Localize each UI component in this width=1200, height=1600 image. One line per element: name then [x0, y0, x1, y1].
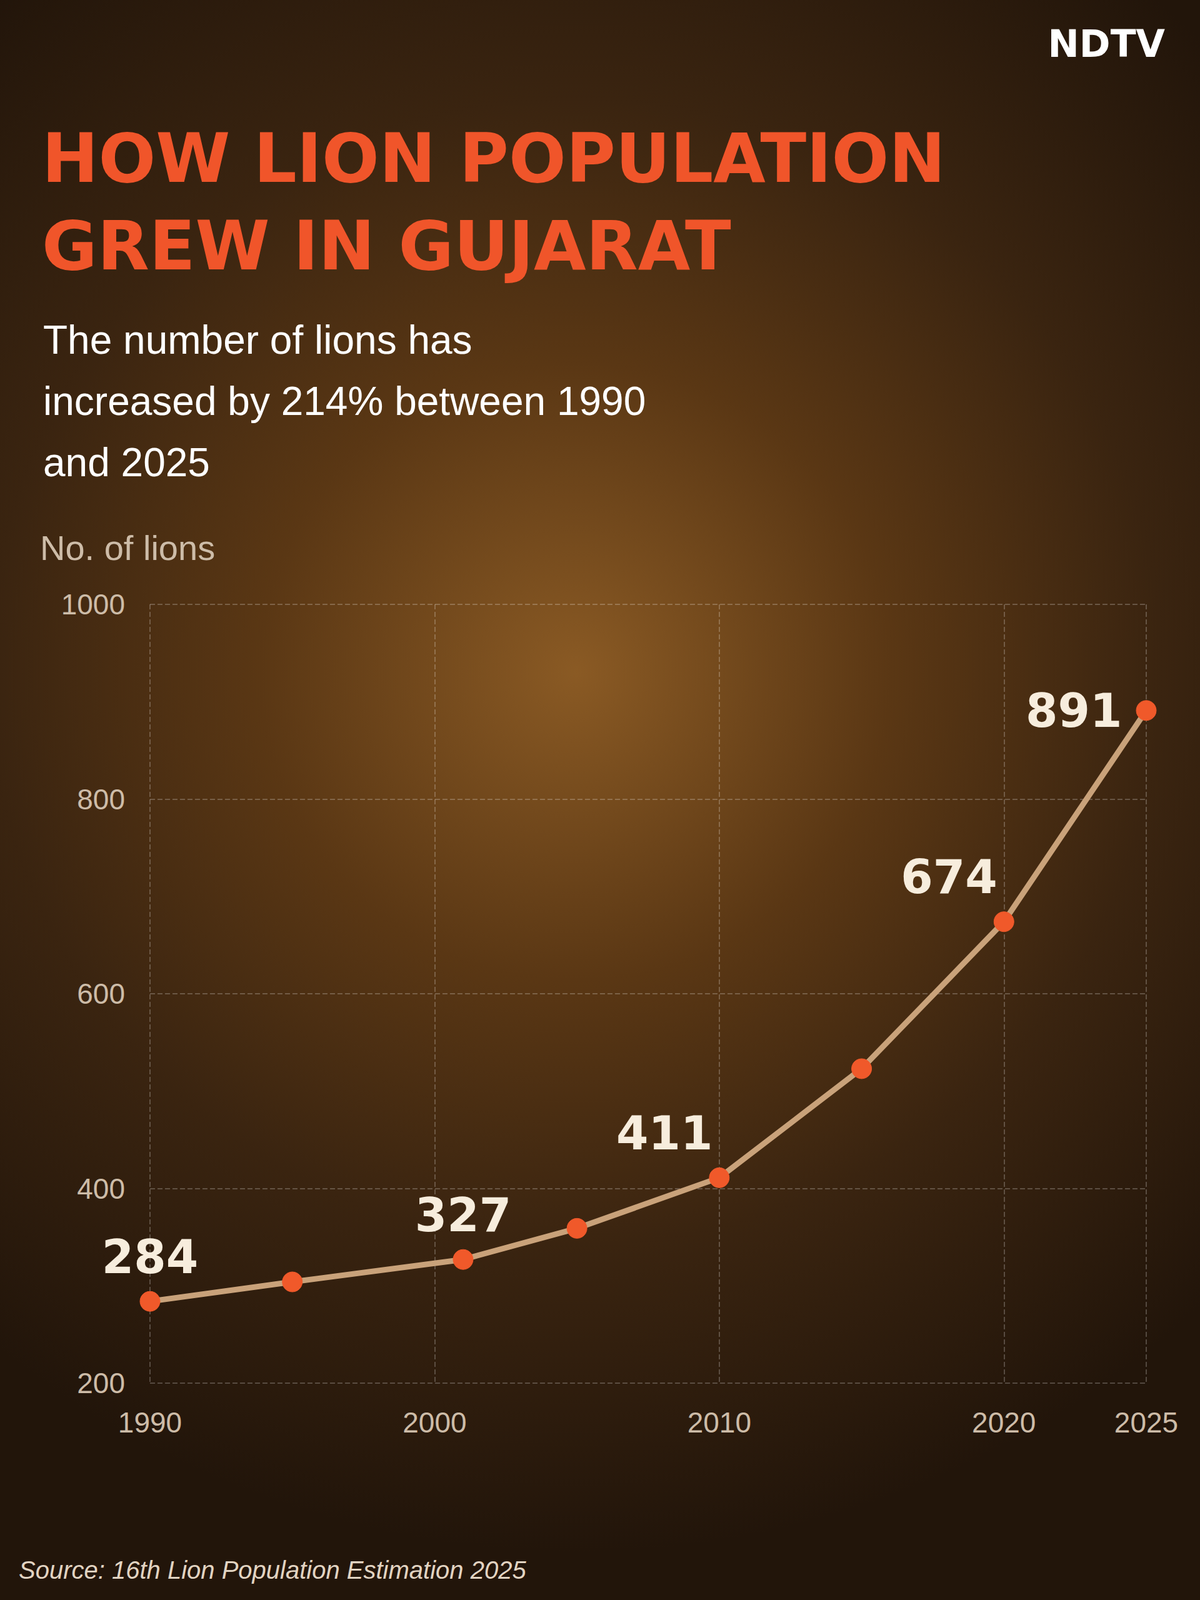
- svg-text:No. of lions: No. of lions: [40, 528, 215, 568]
- svg-text:and 2025: and 2025: [43, 440, 210, 485]
- svg-text:2020: 2020: [971, 1406, 1036, 1439]
- svg-text:The number of lions has: The number of lions has: [43, 317, 484, 363]
- svg-text:327: 327: [415, 1188, 512, 1242]
- svg-text:674: 674: [900, 850, 997, 904]
- svg-text:GREW IN GUJARAT: GREW IN GUJARAT: [41, 206, 732, 285]
- svg-text:1000: 1000: [61, 588, 125, 621]
- svg-text:NDTV: NDTV: [1048, 21, 1166, 66]
- svg-text:800: 800: [76, 783, 125, 816]
- svg-text:200: 200: [76, 1366, 125, 1400]
- svg-text:increased by 214% between 1990: increased by 214% between 1990: [43, 378, 657, 424]
- svg-text:Source: 16th Lion Population E: Source: 16th Lion Population Estimation …: [18, 1556, 527, 1584]
- svg-text:600: 600: [76, 977, 125, 1010]
- svg-text:2010: 2010: [687, 1406, 752, 1439]
- svg-text:2000: 2000: [402, 1406, 467, 1439]
- svg-text:1990: 1990: [118, 1406, 182, 1439]
- svg-text:284: 284: [101, 1230, 199, 1284]
- svg-text:400: 400: [76, 1172, 125, 1205]
- svg-text:411: 411: [616, 1106, 713, 1160]
- svg-text:2025: 2025: [1114, 1406, 1179, 1439]
- svg-text:HOW LION POPULATION: HOW LION POPULATION: [41, 119, 969, 198]
- svg-text:891: 891: [1025, 683, 1122, 738]
